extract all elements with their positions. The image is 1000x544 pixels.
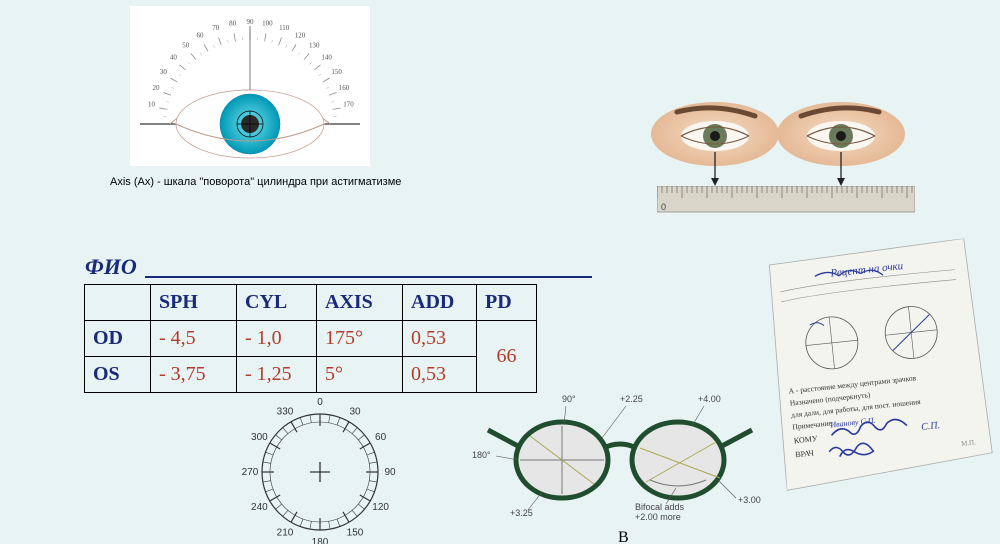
svg-text:160: 160 <box>339 84 350 92</box>
svg-text:110: 110 <box>279 24 290 32</box>
svg-text:50: 50 <box>182 41 190 49</box>
od-add: 0,53 <box>403 321 477 357</box>
svg-text:40: 40 <box>170 54 178 62</box>
glasses-panel-label: B <box>618 529 629 544</box>
compass-dial: 0 30 60 90 120 150 180 210 240 270 300 330 <box>235 392 405 544</box>
svg-text:150: 150 <box>331 68 342 76</box>
col-axis: AXIS <box>317 285 403 321</box>
os-cyl: - 1,25 <box>237 357 317 393</box>
axis-diagram: 10 20 3040 50 60 70 80 90 100 110 120130140 150 160 1… <box>130 6 370 166</box>
glasses-right-right: +3.00 <box>738 495 761 505</box>
svg-text:140: 140 <box>321 54 332 62</box>
glasses-bifocal-2: +2.00 more <box>635 512 681 522</box>
svg-text:70: 70 <box>212 24 220 32</box>
table-header-row: SPH CYL AXIS ADD PD <box>85 285 537 321</box>
pd-value: 66 <box>477 321 537 393</box>
svg-text:240: 240 <box>251 502 268 513</box>
paper-form: Рецепт на очки А - расстояние между цент… <box>763 238 997 504</box>
svg-text:90: 90 <box>384 467 396 478</box>
od-sph: - 4,5 <box>151 321 237 357</box>
svg-text:330: 330 <box>277 406 294 417</box>
svg-text:0: 0 <box>317 397 323 408</box>
glasses-bifocal-1: Bifocal adds <box>635 502 685 512</box>
os-axis: 5° <box>317 357 403 393</box>
fio-label: ФИО <box>85 254 137 280</box>
eyes-pair <box>643 96 913 197</box>
svg-text:120: 120 <box>372 502 389 513</box>
axis-caption: Axis (Ax) - шкала "поворота" цилиндра пр… <box>110 176 401 188</box>
svg-text:30: 30 <box>160 68 168 76</box>
svg-text:30: 30 <box>349 406 361 417</box>
prescription-table: SPH CYL AXIS ADD PD OD - 4,5 - 1,0 175° … <box>84 284 537 393</box>
svg-text:120: 120 <box>295 31 306 39</box>
glasses-left-left: 180° <box>472 450 491 460</box>
col-add: ADD <box>403 285 477 321</box>
glasses-left-bottom: +3.25 <box>510 508 533 518</box>
svg-text:300: 300 <box>251 432 268 443</box>
col-pd: PD <box>477 285 537 321</box>
col-cyl: CYL <box>237 285 317 321</box>
glasses-left-right: +2.25 <box>620 394 643 404</box>
ruler-zero: 0 <box>661 202 666 212</box>
table-row-od: OD - 4,5 - 1,0 175° 0,53 66 <box>85 321 537 357</box>
fio-underline <box>145 276 592 278</box>
eyeglasses-diagram: 90° +2.25 +4.00 180° +3.25 +3.00 Bifocal… <box>470 388 770 544</box>
glasses-left-top: 90° <box>562 394 576 404</box>
svg-text:60: 60 <box>375 432 387 443</box>
svg-text:60: 60 <box>197 31 205 39</box>
svg-text:150: 150 <box>347 528 364 539</box>
svg-text:210: 210 <box>277 528 294 539</box>
svg-text:270: 270 <box>242 467 259 478</box>
form-line-5: ВРАЧ <box>795 448 814 459</box>
svg-text:С.П.: С.П. <box>921 420 941 433</box>
svg-text:М.П.: М.П. <box>961 438 977 448</box>
od-cyl: - 1,0 <box>237 321 317 357</box>
svg-text:170: 170 <box>343 101 354 109</box>
row-od-label: OD <box>85 321 151 357</box>
svg-text:10: 10 <box>148 101 156 109</box>
col-sph: SPH <box>151 285 237 321</box>
od-axis: 175° <box>317 321 403 357</box>
svg-text:90: 90 <box>247 18 255 26</box>
svg-text:20: 20 <box>153 84 161 92</box>
col-blank <box>85 285 151 321</box>
os-add: 0,53 <box>403 357 477 393</box>
row-os-label: OS <box>85 357 151 393</box>
glasses-right-top: +4.00 <box>698 394 721 404</box>
table-row-os: OS - 3,75 - 1,25 5° 0,53 <box>85 357 537 393</box>
svg-text:100: 100 <box>262 20 273 28</box>
ruler: 0 <box>657 186 915 225</box>
svg-text:130: 130 <box>309 41 320 49</box>
os-sph: - 3,75 <box>151 357 237 393</box>
svg-text:80: 80 <box>229 20 237 28</box>
svg-text:180: 180 <box>312 537 329 544</box>
